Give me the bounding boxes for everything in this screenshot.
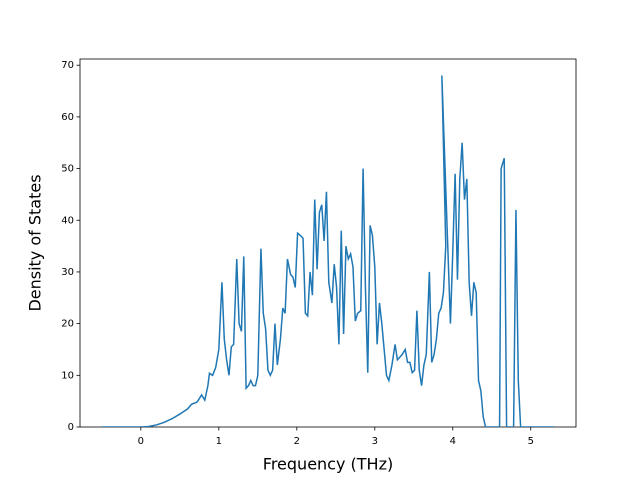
y-tick-label: 30 [61, 267, 74, 278]
y-tick-label: 60 [61, 112, 74, 123]
x-tick-label: 4 [450, 436, 456, 447]
y-tick-label: 10 [61, 370, 74, 381]
y-tick-label: 70 [61, 60, 74, 71]
y-tick-label: 40 [61, 215, 74, 226]
x-tick-label: 3 [372, 436, 378, 447]
y-tick-label: 0 [68, 422, 74, 433]
y-axis-label: Density of States [26, 174, 45, 311]
x-tick-label: 2 [294, 436, 300, 447]
dos-line [101, 75, 555, 427]
y-tick-label: 20 [61, 319, 74, 330]
y-tick-label: 50 [61, 164, 74, 175]
x-tick-label: 5 [528, 436, 534, 447]
x-tick-label: 1 [216, 436, 222, 447]
x-tick-label: 0 [138, 436, 144, 447]
x-axis-label: Frequency (THz) [263, 455, 393, 474]
